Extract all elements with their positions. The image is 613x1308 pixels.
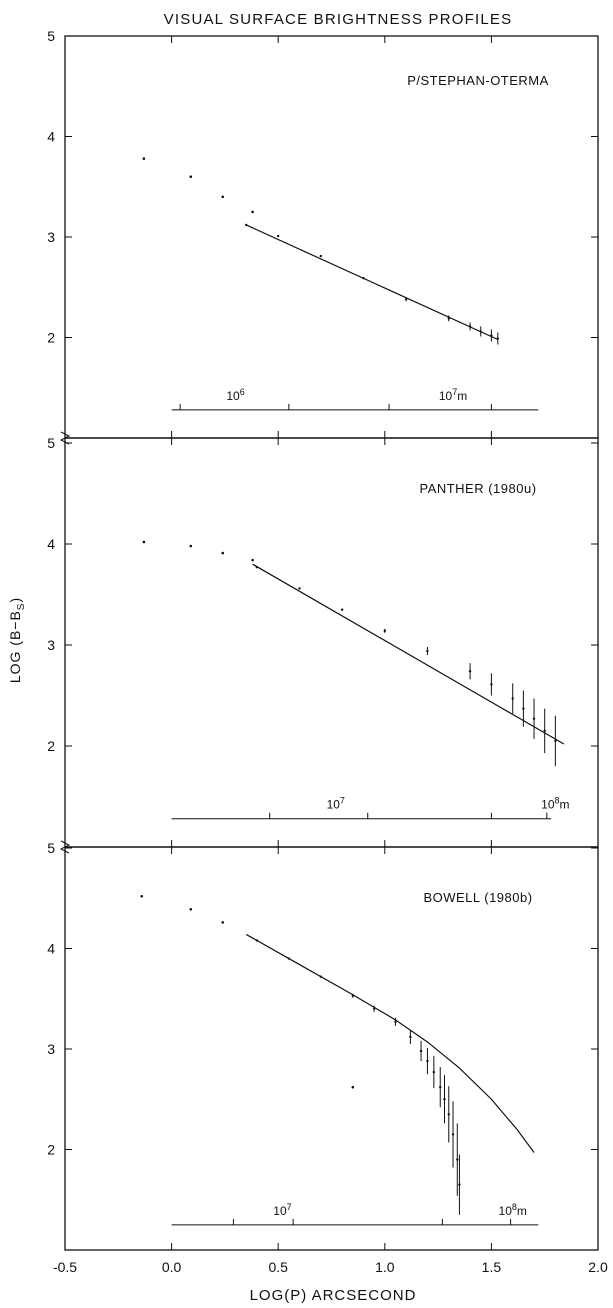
scale-bar-label: 108m: [541, 796, 569, 812]
data-point: [221, 921, 225, 924]
x-tick-label: 2.0: [588, 1259, 608, 1275]
x-tick-label: -0.5: [53, 1259, 77, 1275]
data-point: [447, 1113, 450, 1116]
data-point: [426, 649, 429, 653]
y-tick-label: 2: [47, 1142, 55, 1158]
data-point: [221, 551, 225, 555]
y-tick-label: 5: [47, 840, 55, 856]
x-axis-label: LOG(P) ARCSECOND: [250, 1287, 417, 1304]
data-point: [189, 175, 193, 178]
scale-bar-label: 107: [273, 1202, 291, 1218]
y-axis-label: LOG (B−BS): [7, 597, 27, 683]
y-tick-label: 5: [47, 435, 55, 451]
fit-line: [245, 224, 499, 341]
data-point: [298, 587, 301, 590]
y-tick-label: 3: [47, 637, 55, 653]
y-axis-label-main: LOG (B−B: [7, 610, 23, 683]
scale-bar-label: 107m: [439, 387, 467, 403]
x-tick-label: 1.0: [375, 1259, 395, 1275]
data-point: [140, 894, 144, 898]
data-point: [456, 1158, 459, 1161]
data-point: [404, 298, 408, 301]
data-point: [522, 707, 525, 710]
data-point: [490, 683, 493, 686]
data-point: [543, 729, 546, 733]
data-point: [319, 254, 323, 258]
data-point: [532, 717, 536, 720]
data-point: [340, 608, 344, 611]
data-point: [142, 540, 146, 544]
y-axis-label-close: ): [7, 597, 23, 603]
scale-bar-label: 107: [327, 796, 345, 812]
panel-title: P/STEPHAN-OTERMA: [407, 73, 549, 88]
data-point: [443, 1098, 446, 1101]
y-tick-label: 5: [47, 28, 55, 44]
data-point: [409, 1035, 412, 1039]
fit-line: [245, 933, 535, 1153]
scale-bar-label: 106: [226, 387, 244, 403]
panel-frame: [64, 35, 599, 439]
panel-3: 2 3 4 5 -0.5 0.0 0.5 1.0 1.5 2.0 BOWELL (1980b) 107…: [47, 840, 608, 1275]
x-tick-label: 0.5: [268, 1259, 288, 1275]
data-point: [221, 195, 225, 199]
figure-title: VISUAL SURFACE BRIGHTNESS PROFILES: [164, 11, 513, 28]
data-point: [394, 1020, 397, 1024]
y-tick-label: 4: [47, 941, 55, 957]
panel-frame: [64, 437, 599, 848]
panel-frame: [64, 846, 599, 1251]
data-point: [251, 210, 254, 214]
x-tick-label: 0.0: [162, 1259, 182, 1275]
data-point: [458, 1183, 461, 1186]
panel-1: 2 3 4 5 P/STEPHAN-OTERMA 106 107m: [47, 28, 599, 445]
data-point: [277, 234, 280, 238]
data-point: [511, 697, 514, 700]
data-point: [383, 629, 386, 633]
y-tick-label: 2: [47, 330, 55, 346]
y-tick-label: 3: [47, 1041, 55, 1057]
data-point: [426, 1059, 429, 1063]
panel-2: 2 3 4 5 PANTHER (1980u) 107 108m: [47, 435, 599, 854]
x-tick-label: 1.5: [482, 1259, 502, 1275]
panel-title: PANTHER (1980u): [419, 481, 536, 496]
data-point: [468, 670, 472, 673]
y-tick-label: 3: [47, 229, 55, 245]
fit-line: [252, 563, 565, 745]
data-point: [451, 1133, 455, 1136]
y-tick-label: 2: [47, 738, 55, 754]
y-tick-label: 4: [47, 129, 55, 145]
data-point: [351, 1085, 355, 1089]
data-point: [432, 1070, 436, 1074]
y-tick-label: 4: [47, 536, 55, 552]
data-point: [419, 1049, 423, 1053]
data-point: [439, 1085, 442, 1089]
data-point: [251, 558, 254, 562]
data-point: [142, 157, 146, 160]
y-axis-label-subscript: S: [16, 603, 27, 611]
panel-title: BOWELL (1980b): [423, 890, 532, 905]
data-point: [554, 739, 557, 743]
scale-bar-label: 108m: [499, 1202, 527, 1218]
data-point: [189, 544, 193, 548]
data-point: [189, 908, 193, 911]
